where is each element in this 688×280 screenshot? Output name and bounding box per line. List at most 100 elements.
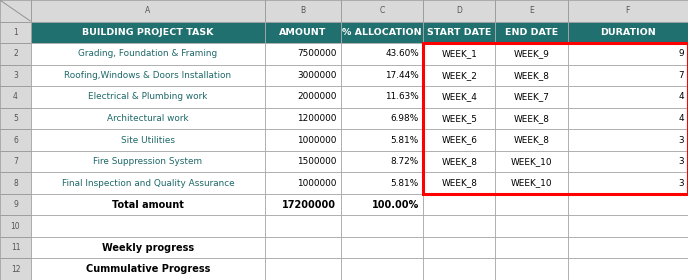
Bar	[265, 0, 341, 22]
Text: 8.72%: 8.72%	[391, 157, 419, 166]
Bar	[341, 108, 423, 129]
Bar	[31, 258, 265, 280]
Text: WEEK_10: WEEK_10	[510, 157, 552, 166]
Bar	[341, 215, 423, 237]
Text: 5: 5	[13, 114, 18, 123]
Text: D: D	[456, 6, 462, 15]
Bar	[568, 172, 688, 194]
Text: 4: 4	[678, 92, 684, 101]
Text: 3000000: 3000000	[297, 71, 336, 80]
Bar	[31, 0, 265, 22]
Bar	[0, 65, 31, 86]
Bar	[568, 151, 688, 172]
Text: A: A	[145, 6, 151, 15]
Bar	[265, 129, 341, 151]
Bar	[31, 258, 265, 280]
Bar	[31, 86, 265, 108]
Bar	[568, 258, 688, 280]
Bar	[31, 172, 265, 194]
Bar	[0, 43, 31, 65]
Text: WEEK_8: WEEK_8	[513, 71, 550, 80]
Bar	[341, 108, 423, 129]
Bar	[341, 172, 423, 194]
Text: C: C	[379, 6, 385, 15]
Bar	[423, 237, 495, 258]
Bar	[265, 108, 341, 129]
Bar	[265, 215, 341, 237]
Bar	[568, 129, 688, 151]
Bar	[568, 194, 688, 215]
Bar	[265, 151, 341, 172]
Bar	[341, 65, 423, 86]
Text: F: F	[625, 6, 630, 15]
Bar	[31, 43, 265, 65]
Bar	[423, 129, 495, 151]
Bar	[0, 108, 31, 129]
Bar	[31, 0, 265, 22]
Bar	[31, 86, 265, 108]
Bar	[31, 22, 265, 43]
Bar	[495, 129, 568, 151]
Bar	[341, 258, 423, 280]
Bar	[423, 43, 688, 194]
Bar	[31, 215, 265, 237]
Bar	[495, 108, 568, 129]
Bar	[495, 172, 568, 194]
Bar	[265, 258, 341, 280]
Text: 43.60%: 43.60%	[385, 49, 419, 58]
Bar	[495, 237, 568, 258]
Bar	[0, 258, 31, 280]
Bar	[423, 65, 495, 86]
Bar	[341, 215, 423, 237]
Bar	[423, 215, 495, 237]
Bar	[423, 65, 495, 86]
Bar	[568, 65, 688, 86]
Bar	[495, 43, 568, 65]
Bar	[423, 172, 495, 194]
Bar	[0, 0, 31, 22]
Text: 7: 7	[678, 71, 684, 80]
Text: 17200000: 17200000	[283, 200, 336, 210]
Bar	[341, 237, 423, 258]
Text: WEEK_7: WEEK_7	[513, 92, 550, 101]
Text: WEEK_8: WEEK_8	[513, 136, 550, 144]
Bar	[495, 65, 568, 86]
Text: WEEK_2: WEEK_2	[441, 71, 477, 80]
Text: 12: 12	[11, 265, 20, 274]
Bar	[495, 86, 568, 108]
Text: 5.81%: 5.81%	[391, 179, 419, 188]
Bar	[0, 151, 31, 172]
Bar	[568, 151, 688, 172]
Text: WEEK_6: WEEK_6	[441, 136, 477, 144]
Text: 11.63%: 11.63%	[385, 92, 419, 101]
Text: Final Inspection and Quality Assurance: Final Inspection and Quality Assurance	[62, 179, 234, 188]
Bar	[31, 22, 265, 43]
Bar	[341, 43, 423, 65]
Bar	[265, 86, 341, 108]
Bar	[568, 0, 688, 22]
Bar	[495, 151, 568, 172]
Bar	[265, 22, 341, 43]
Text: 3: 3	[678, 157, 684, 166]
Bar	[423, 43, 495, 65]
Bar	[0, 215, 31, 237]
Bar	[495, 86, 568, 108]
Bar	[568, 65, 688, 86]
Bar	[0, 172, 31, 194]
Bar	[265, 258, 341, 280]
Text: 3: 3	[678, 136, 684, 144]
Bar	[0, 108, 31, 129]
Bar	[0, 172, 31, 194]
Text: Fire Suppression System: Fire Suppression System	[94, 157, 202, 166]
Text: 1500000: 1500000	[297, 157, 336, 166]
Bar	[31, 151, 265, 172]
Bar	[423, 22, 495, 43]
Bar	[265, 65, 341, 86]
Bar	[265, 108, 341, 129]
Text: Architectural work: Architectural work	[107, 114, 189, 123]
Bar	[568, 0, 688, 22]
Text: WEEK_9: WEEK_9	[513, 49, 550, 58]
Bar	[0, 194, 31, 215]
Bar	[265, 172, 341, 194]
Bar	[265, 22, 341, 43]
